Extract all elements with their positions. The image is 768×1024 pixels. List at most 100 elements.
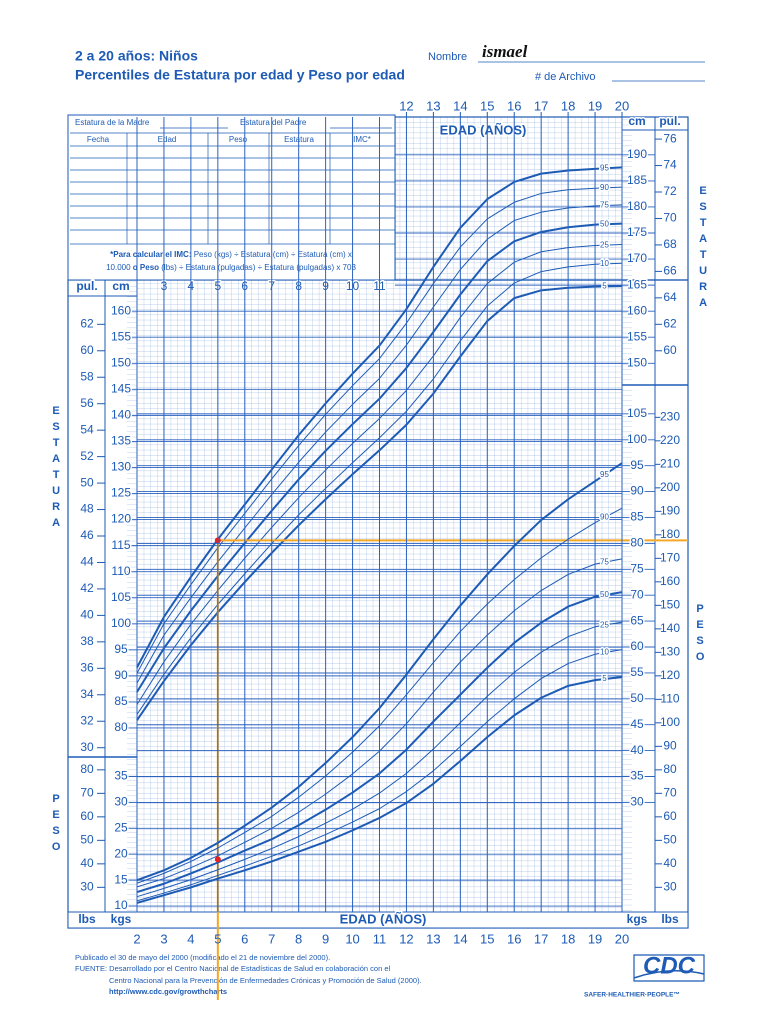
y-axis-label: ESTATURA — [50, 405, 62, 533]
x-tick-label: 3 — [160, 931, 167, 946]
y-alt-tick-label: 42 — [80, 581, 94, 595]
x2-tick-label: 17 — [534, 98, 548, 113]
y2-alt-tick-label: 30 — [663, 880, 677, 894]
y2-alt-tick-label: 160 — [660, 574, 680, 588]
percentile-label: 25 — [600, 240, 609, 249]
bmi-note: *Para calcular el IMC: Peso (kgs) ÷ Esta… — [110, 250, 352, 259]
y2-tick-label: 165 — [627, 277, 647, 291]
table-grid — [70, 132, 395, 245]
bmi-bold: *Para calcular el IMC: — [110, 250, 191, 259]
y2-tick-label: 45 — [630, 717, 644, 731]
percentile-label: 50 — [600, 219, 609, 228]
footer-url[interactable]: http://www.cdc.gov/growthcharts — [109, 987, 227, 996]
y-alt-tick-label: 70 — [80, 786, 94, 800]
y-alt-tick-label: 36 — [80, 660, 94, 674]
column-header: Estatura — [284, 135, 314, 144]
y-alt-tick-label: 50 — [80, 475, 94, 489]
x-tick-label: 13 — [426, 931, 440, 946]
y-alt-tick-label: 46 — [80, 528, 94, 542]
bmi-text: (lbs) ÷ Estatura (pulgadas) ÷ Estatura (… — [159, 263, 356, 272]
percentile-label: 5 — [602, 282, 607, 291]
percentile-label: 90 — [600, 183, 609, 192]
percentile-label: 5 — [602, 674, 607, 683]
y-alt-tick-label: 60 — [80, 343, 94, 357]
x-tick-label: 6 — [241, 931, 248, 946]
y2-tick-label: 185 — [627, 173, 647, 187]
y2-alt-tick-label: 120 — [660, 668, 680, 682]
logo-swoosh — [633, 970, 705, 979]
y2-tick-label: 155 — [627, 329, 647, 343]
y2-unit-alt: lbs — [661, 912, 679, 926]
x-tick-label: 15 — [480, 931, 494, 946]
y-alt-tick-label: 48 — [80, 502, 94, 516]
x-axis-label: EDAD (AÑOS) — [440, 122, 527, 137]
y-alt-tick-label: 32 — [80, 713, 94, 727]
subtitle: Percentiles de Estatura por edad y Peso … — [75, 67, 405, 83]
name-value: ismael — [482, 42, 528, 61]
y2-unit: cm — [628, 114, 645, 128]
y2-alt-tick-label: 200 — [660, 480, 680, 494]
y-tick-label: 15 — [114, 872, 128, 886]
y-tick-label: 140 — [111, 408, 131, 422]
y2-tick-label: 95 — [630, 458, 644, 472]
y2-alt-tick-label: 66 — [663, 264, 677, 278]
y-tick-label: 130 — [111, 460, 131, 474]
y-alt-tick-label: 30 — [80, 880, 94, 894]
x-tick-label: 16 — [507, 931, 521, 946]
x-tick-label: 2 — [133, 931, 140, 946]
y-tick-label: 35 — [114, 769, 128, 783]
x-tick-label: 8 — [295, 931, 302, 946]
y2-alt-tick-label: 74 — [663, 158, 677, 172]
percentile-label: 50 — [600, 590, 609, 599]
y2-alt-tick-label: 90 — [663, 739, 677, 753]
x2-tick-label: 16 — [507, 98, 521, 113]
y2-tick-label: 60 — [630, 639, 644, 653]
y2-tick-label: 65 — [630, 613, 644, 627]
column-header: IMC* — [353, 135, 371, 144]
y2-tick-label: 85 — [630, 510, 644, 524]
column-header: Fecha — [87, 135, 110, 144]
y2-alt-tick-label: 140 — [660, 621, 680, 635]
y-alt-tick-label: 38 — [80, 634, 94, 648]
y-tick-label: 30 — [114, 795, 128, 809]
y-alt-tick-label: 80 — [80, 762, 94, 776]
x-tick-label: 14 — [453, 931, 467, 946]
y-unit: kgs — [111, 912, 132, 926]
x-tick-label: 7 — [268, 931, 275, 946]
y2-tick-label: 190 — [627, 147, 647, 161]
y-tick-label: 115 — [111, 538, 130, 552]
y2-alt-tick-label: 62 — [663, 316, 677, 330]
y-tick-label: 95 — [114, 642, 128, 656]
record-table — [67, 114, 396, 281]
y2-unit-alt: pul. — [659, 114, 680, 128]
percentile-label: 90 — [600, 513, 609, 522]
y2-tick-label: 100 — [627, 432, 647, 446]
percentile-line — [136, 649, 623, 902]
tick-strip — [127, 280, 137, 912]
x2-tick-label: 15 — [480, 98, 494, 113]
y-alt-tick-label: 40 — [80, 608, 94, 622]
y2-tick-label: 105 — [627, 406, 647, 420]
y-tick-label: 150 — [111, 355, 131, 369]
y2-alt-tick-label: 130 — [660, 645, 680, 659]
y2-tick-label: 35 — [630, 769, 644, 783]
y2-alt-tick-label: 40 — [663, 856, 677, 870]
plot: 8085909510010511011512012513013514014515… — [50, 98, 709, 1000]
x-tick-label: 10 — [345, 931, 359, 946]
footer-source: Centro Nacional para la Prevención de En… — [109, 976, 422, 985]
y-tick-label: 155 — [111, 329, 131, 343]
x2-tick-label: 20 — [615, 98, 629, 113]
y-tick-label: 100 — [111, 616, 131, 630]
y-alt-tick-label: 58 — [80, 369, 94, 383]
y2-alt-tick-label: 170 — [660, 551, 680, 565]
x2-tick-label: 19 — [588, 98, 602, 113]
y2-alt-tick-label: 72 — [663, 184, 677, 198]
y-unit-alt: lbs — [78, 912, 96, 926]
percentile-label: 95 — [600, 470, 609, 479]
x-tick-label: 9 — [322, 931, 329, 946]
y-tick-label: 80 — [114, 720, 128, 734]
y-unit: cm — [112, 279, 129, 293]
y-tick-label: 25 — [114, 820, 128, 834]
